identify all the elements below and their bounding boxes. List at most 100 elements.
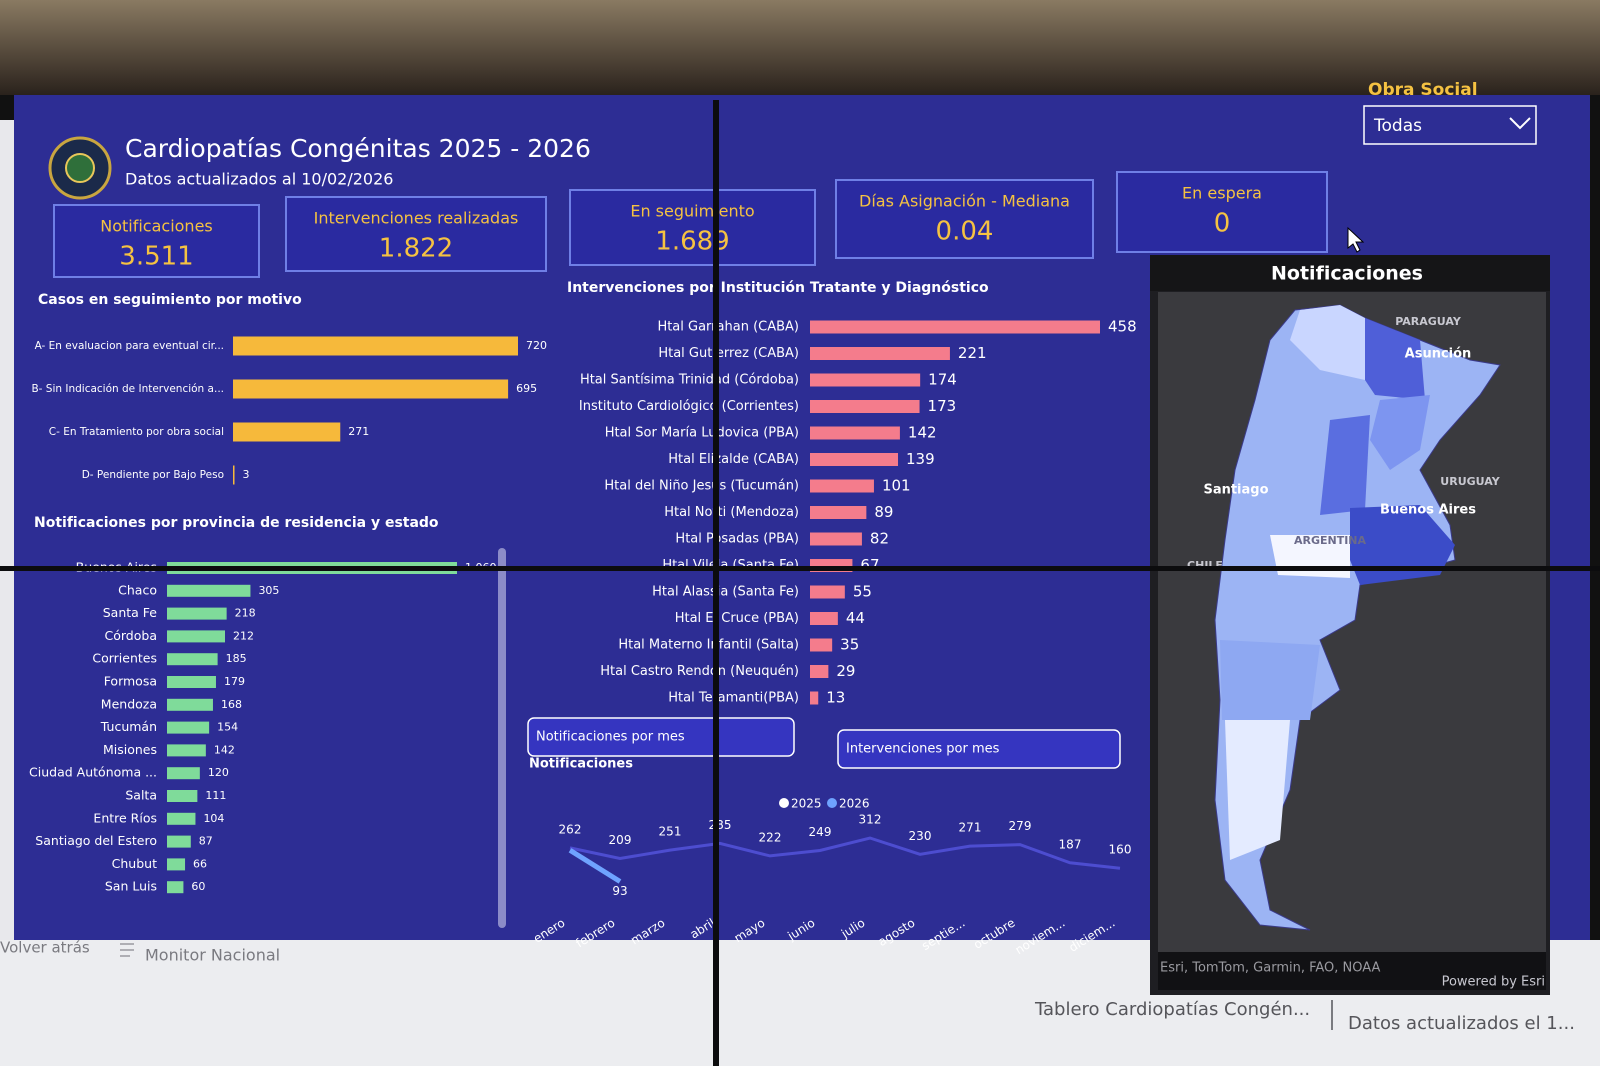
data-label: 305 bbox=[258, 584, 279, 597]
data-label: 312 bbox=[859, 813, 882, 827]
cursor bbox=[1347, 226, 1365, 253]
scrollbar[interactable] bbox=[498, 548, 506, 928]
bar bbox=[233, 379, 509, 399]
category-label: Htal Alassia (Santa Fe) bbox=[652, 585, 799, 600]
bar bbox=[167, 721, 210, 734]
legend-label: 2025 bbox=[791, 797, 822, 811]
category-label: A- En evaluacion para eventual cir... bbox=[35, 340, 224, 352]
category-label: D- Pendiente por Bajo Peso bbox=[82, 469, 224, 481]
category-label: Misiones bbox=[103, 742, 157, 757]
chart-title: Notificaciones bbox=[529, 757, 633, 772]
map-title: Notificaciones bbox=[1271, 263, 1423, 285]
data-label: 185 bbox=[226, 652, 247, 665]
data-label: 251 bbox=[659, 825, 682, 839]
data-label: 13 bbox=[826, 689, 845, 707]
data-label: 212 bbox=[233, 629, 254, 642]
kpi-value: 3.511 bbox=[119, 242, 193, 272]
data-label: 179 bbox=[224, 675, 245, 688]
category-label: Chaco bbox=[118, 582, 157, 597]
data-label: 458 bbox=[1108, 318, 1137, 336]
page-icon bbox=[120, 943, 134, 957]
footer-updated: Datos actualizados el 1... bbox=[1348, 1013, 1575, 1034]
kpi-card bbox=[835, 179, 1094, 259]
category-label: Htal Santísima Trinidad (Córdoba) bbox=[580, 373, 799, 388]
category-label: Htal Elizalde (CABA) bbox=[668, 452, 799, 467]
bar bbox=[810, 585, 845, 599]
data-label: 160 bbox=[1109, 843, 1132, 857]
bar bbox=[810, 320, 1100, 334]
category-label: Htal El Cruce (PBA) bbox=[675, 611, 799, 626]
category-label: San Luis bbox=[105, 879, 157, 894]
data-label: 142 bbox=[908, 424, 937, 442]
kpi-card bbox=[1116, 171, 1328, 253]
data-label: 262 bbox=[559, 822, 582, 836]
category-label: Htal Garrahan (CABA) bbox=[657, 320, 799, 335]
bar bbox=[167, 812, 196, 825]
data-label: 55 bbox=[853, 583, 872, 601]
data-label: 168 bbox=[221, 698, 242, 711]
bar bbox=[167, 881, 184, 894]
bar bbox=[167, 630, 225, 643]
bar bbox=[810, 532, 862, 546]
bar bbox=[233, 465, 235, 485]
data-label: 209 bbox=[609, 833, 632, 847]
legend-marker bbox=[779, 798, 789, 808]
data-label: 218 bbox=[235, 607, 256, 620]
logo-emblem bbox=[65, 153, 95, 183]
category-label: Htal Castro Rendón (Neuquén) bbox=[600, 664, 799, 679]
button[interactable] bbox=[837, 729, 1121, 769]
bar bbox=[810, 426, 900, 440]
data-label: 60 bbox=[191, 880, 205, 893]
bar bbox=[810, 612, 838, 625]
wall bbox=[0, 0, 1600, 95]
data-label: 29 bbox=[836, 662, 855, 680]
filter-value[interactable]: Todas bbox=[1373, 116, 1422, 136]
button-label[interactable]: Notificaciones por mes bbox=[536, 730, 685, 745]
bezel-horizontal bbox=[0, 566, 1600, 571]
data-label: 67 bbox=[860, 556, 879, 574]
category-label: Htal Sor María Ludovica (PBA) bbox=[605, 426, 799, 441]
kpi-label: Días Asignación - Mediana bbox=[859, 192, 1070, 211]
button[interactable] bbox=[527, 717, 795, 757]
bar bbox=[167, 653, 218, 666]
category-label: Htal Posadas (PBA) bbox=[675, 532, 799, 547]
data-label: 230 bbox=[909, 829, 932, 843]
bar bbox=[167, 584, 251, 597]
data-label: 120 bbox=[208, 766, 229, 779]
data-label: 101 bbox=[882, 477, 911, 495]
bar bbox=[167, 835, 191, 848]
back-button[interactable]: Volver atrás bbox=[0, 939, 90, 957]
data-label: 285 bbox=[709, 818, 732, 832]
kpi-value: 0.04 bbox=[936, 217, 994, 247]
data-label: 221 bbox=[958, 344, 987, 362]
bar bbox=[167, 698, 213, 711]
bar bbox=[167, 744, 206, 757]
data-label: 89 bbox=[874, 503, 893, 521]
dropdown-chevron[interactable] bbox=[1509, 117, 1531, 130]
filter-dropdown[interactable] bbox=[1363, 105, 1537, 145]
category-label: Htal Gutierrez (CABA) bbox=[658, 346, 799, 361]
category-label: Htal Materno Infantil (Salta) bbox=[618, 638, 799, 653]
category-label: Córdoba bbox=[105, 628, 157, 643]
data-label: 139 bbox=[906, 450, 935, 468]
bar bbox=[810, 373, 921, 387]
button-label[interactable]: Intervenciones por mes bbox=[846, 742, 1000, 757]
footer-report: Tablero Cardiopatías Congén... bbox=[1034, 999, 1310, 1020]
category-label: Formosa bbox=[104, 674, 157, 689]
data-label: 271 bbox=[959, 821, 982, 835]
category-label: Santa Fe bbox=[103, 605, 158, 620]
kpi-value: 0 bbox=[1214, 209, 1231, 239]
map-label: Buenos Aires bbox=[1380, 503, 1476, 518]
map-attribution: Esri, TomTom, Garmin, FAO, NOAA bbox=[1160, 961, 1381, 976]
data-label: 87 bbox=[199, 835, 213, 848]
legend-marker bbox=[827, 798, 837, 808]
category-label: Corrientes bbox=[92, 651, 157, 666]
map-label: PARAGUAY bbox=[1395, 315, 1462, 328]
page-selector[interactable]: Monitor Nacional bbox=[145, 946, 280, 965]
bar bbox=[167, 607, 227, 620]
data-label: 44 bbox=[846, 609, 865, 627]
map-powered: Powered by Esri bbox=[1442, 975, 1545, 990]
kpi-card bbox=[285, 196, 547, 272]
